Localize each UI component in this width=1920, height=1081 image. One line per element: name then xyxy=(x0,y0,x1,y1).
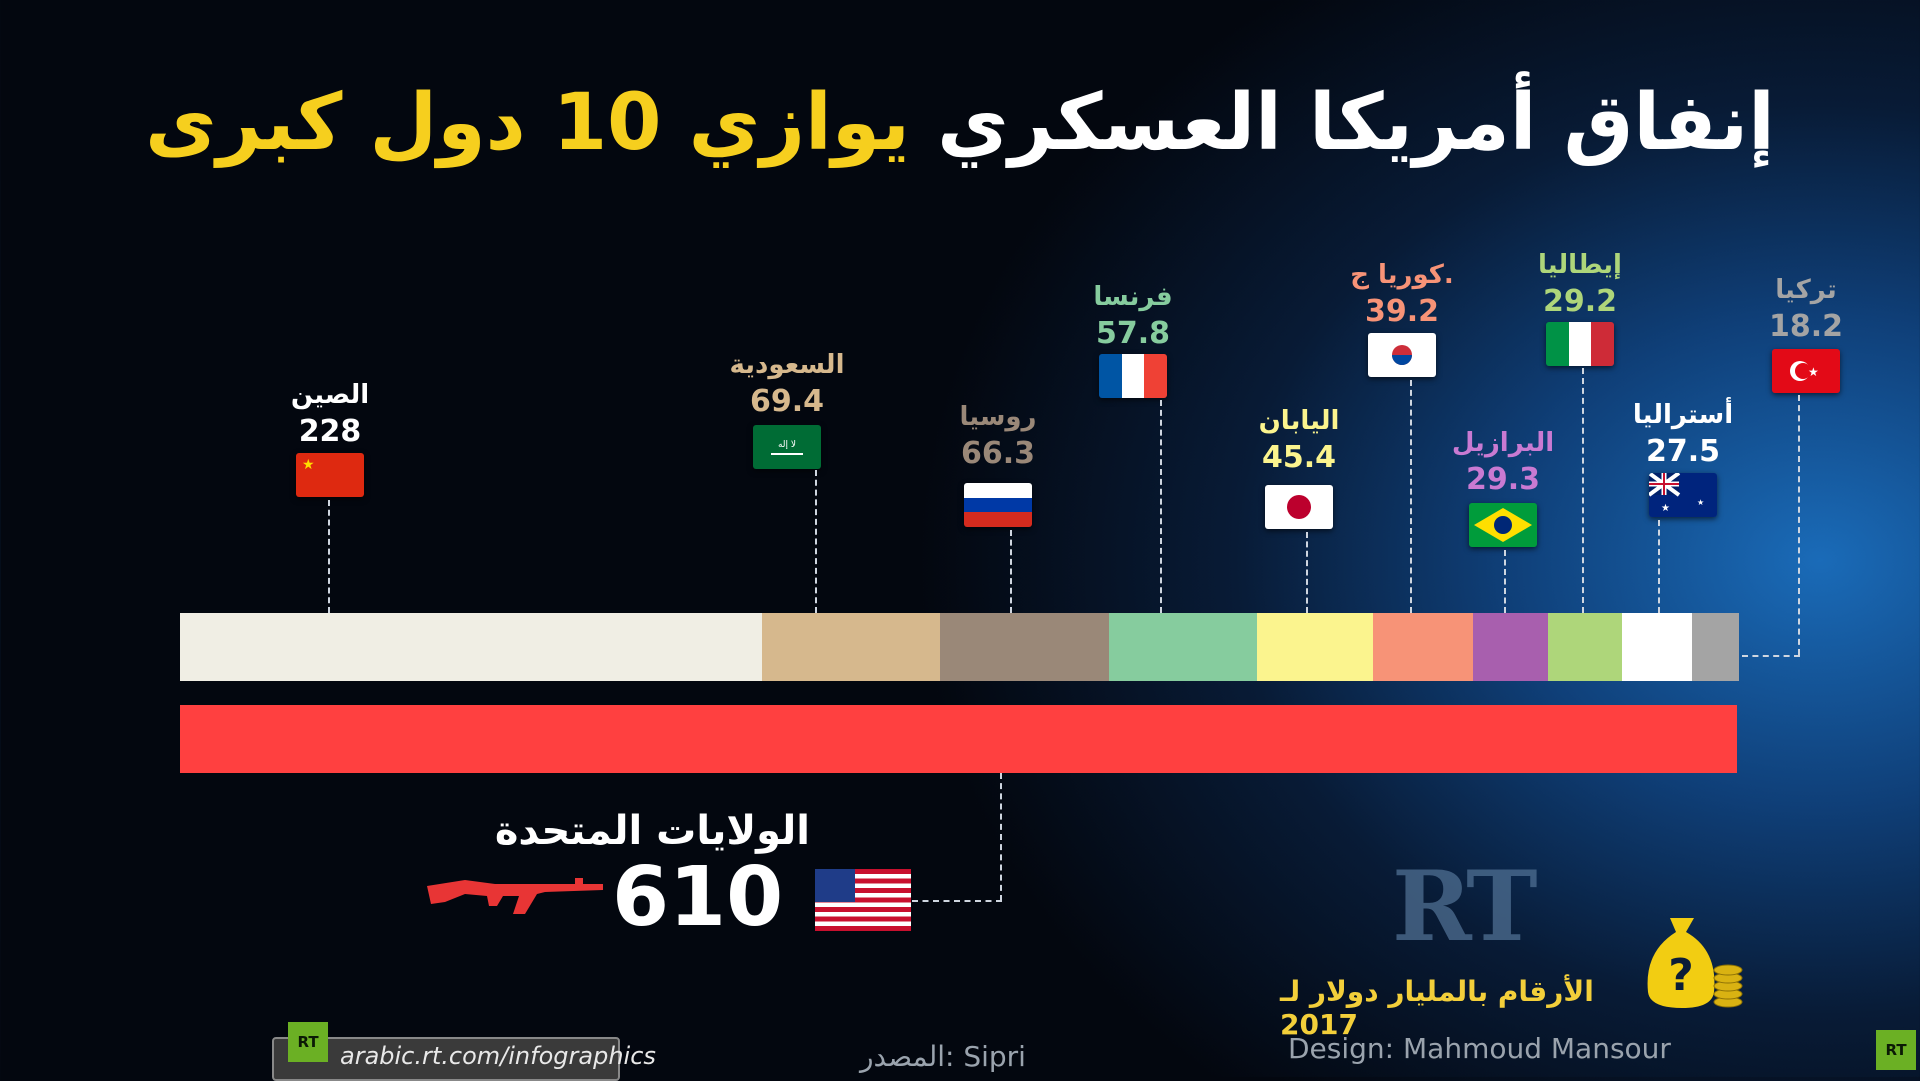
brazil-flag-icon xyxy=(1469,503,1537,547)
bar-segment-6 xyxy=(1472,613,1548,681)
country-label-1: السعودية 69.4 xyxy=(717,350,857,419)
site-url-link[interactable]: arabic.rt.com/infographics xyxy=(340,1042,656,1070)
us-leader-line-h xyxy=(912,900,1002,902)
leader-line-7 xyxy=(1582,368,1584,613)
country-name: روسيا xyxy=(959,402,1037,432)
bar-segment-0 xyxy=(180,613,763,681)
leader-line-9 xyxy=(1798,395,1800,655)
country-label-2: روسيا 66.3 xyxy=(928,402,1068,471)
country-value: 29.3 xyxy=(1465,462,1541,497)
bar-segment-4 xyxy=(1256,613,1373,681)
country-name: تركيا xyxy=(1775,275,1837,305)
us-value: 610 xyxy=(612,850,784,945)
korea-flag-icon xyxy=(1368,333,1436,377)
rifle-icon xyxy=(427,878,603,914)
stacked-bar xyxy=(180,613,1739,681)
country-label-9: تركيا 18.2 xyxy=(1736,275,1876,344)
country-name: اليابان xyxy=(1258,406,1340,436)
units-note: الأرقام بالمليار دولار لـ 2017 xyxy=(1280,975,1594,1041)
leader-line-6 xyxy=(1504,550,1506,613)
leader-line-5 xyxy=(1410,380,1412,613)
us-name: الولايات المتحدة xyxy=(494,808,810,854)
bar-segment-9 xyxy=(1692,613,1739,681)
leader-line-h-9 xyxy=(1742,655,1800,657)
france-flag-icon xyxy=(1099,354,1167,398)
money-bag-icon: ? xyxy=(1647,918,1743,1008)
country-label-8: أستراليا 27.5 xyxy=(1613,400,1753,469)
country-label-6: البرازيل 29.3 xyxy=(1433,428,1573,497)
saudi-flag-icon: لا إله xyxy=(753,425,821,469)
us-bar xyxy=(180,705,1737,773)
country-value: 57.8 xyxy=(1095,316,1171,351)
design-credit: Design: Mahmoud Mansour xyxy=(1288,1032,1671,1065)
leader-line-3 xyxy=(1160,400,1162,613)
svg-text:لا إله: لا إله xyxy=(778,440,796,450)
country-value: 45.4 xyxy=(1261,440,1337,475)
country-name: إيطاليا xyxy=(1538,250,1622,280)
country-name: الصين xyxy=(290,380,370,410)
rt-corner-logo: RT xyxy=(1876,1030,1916,1070)
country-value: 66.3 xyxy=(960,436,1036,471)
title-yellow: يوازي 10 دول كبرى xyxy=(145,78,910,168)
russia-flag-icon xyxy=(964,483,1032,527)
svg-text:★: ★ xyxy=(1661,503,1670,514)
australia-flag-icon: ★★ xyxy=(1649,473,1717,517)
rt-watermark-logo: RT xyxy=(1392,850,1538,963)
country-label-3: فرنسا 57.8 xyxy=(1063,282,1203,351)
svg-text:★: ★ xyxy=(302,457,315,473)
leader-line-4 xyxy=(1306,532,1308,613)
country-name: البرازيل xyxy=(1451,428,1555,458)
rt-small-logo: RT xyxy=(288,1022,328,1062)
leader-line-8 xyxy=(1658,520,1660,613)
bar-segment-2 xyxy=(939,613,1110,681)
bar-segment-5 xyxy=(1372,613,1473,681)
country-value: 69.4 xyxy=(749,384,825,419)
country-label-0: الصين 228 xyxy=(260,380,400,449)
country-value: 29.2 xyxy=(1542,284,1618,319)
japan-flag-icon xyxy=(1265,485,1333,529)
country-value: 228 xyxy=(298,414,362,449)
source-label: المصدر: Sipri xyxy=(860,1040,1026,1073)
title-white: إنفاق أمريكا العسكري xyxy=(937,78,1775,168)
turkey-flag-icon: ★ xyxy=(1772,349,1840,393)
china-flag-icon: ★ xyxy=(296,453,364,497)
country-value: 39.2 xyxy=(1364,294,1440,329)
us-flag-icon xyxy=(815,869,911,931)
leader-line-2 xyxy=(1010,530,1012,613)
country-label-7: إيطاليا 29.2 xyxy=(1510,250,1650,319)
bar-segment-8 xyxy=(1622,613,1693,681)
svg-text:★: ★ xyxy=(1808,365,1819,379)
country-name: فرنسا xyxy=(1093,282,1173,312)
country-value: 27.5 xyxy=(1645,434,1721,469)
svg-text:★: ★ xyxy=(1697,498,1704,507)
country-name: أستراليا xyxy=(1632,400,1734,430)
bar-segment-7 xyxy=(1547,613,1623,681)
svg-text:?: ? xyxy=(1668,950,1694,1001)
country-label-5: كوريا ج. 39.2 xyxy=(1332,260,1472,329)
country-name: كوريا ج. xyxy=(1350,260,1454,290)
leader-line-0 xyxy=(328,500,330,613)
bar-segment-1 xyxy=(762,613,940,681)
italy-flag-icon xyxy=(1546,322,1614,366)
country-name: السعودية xyxy=(729,350,845,380)
leader-line-1 xyxy=(815,470,817,613)
chart-title: إنفاق أمريكا العسكري يوازي 10 دول كبرى xyxy=(0,78,1920,168)
bar-segment-3 xyxy=(1109,613,1257,681)
country-value: 18.2 xyxy=(1768,309,1844,344)
country-label-4: اليابان 45.4 xyxy=(1229,406,1369,475)
us-leader-line xyxy=(1000,773,1002,901)
